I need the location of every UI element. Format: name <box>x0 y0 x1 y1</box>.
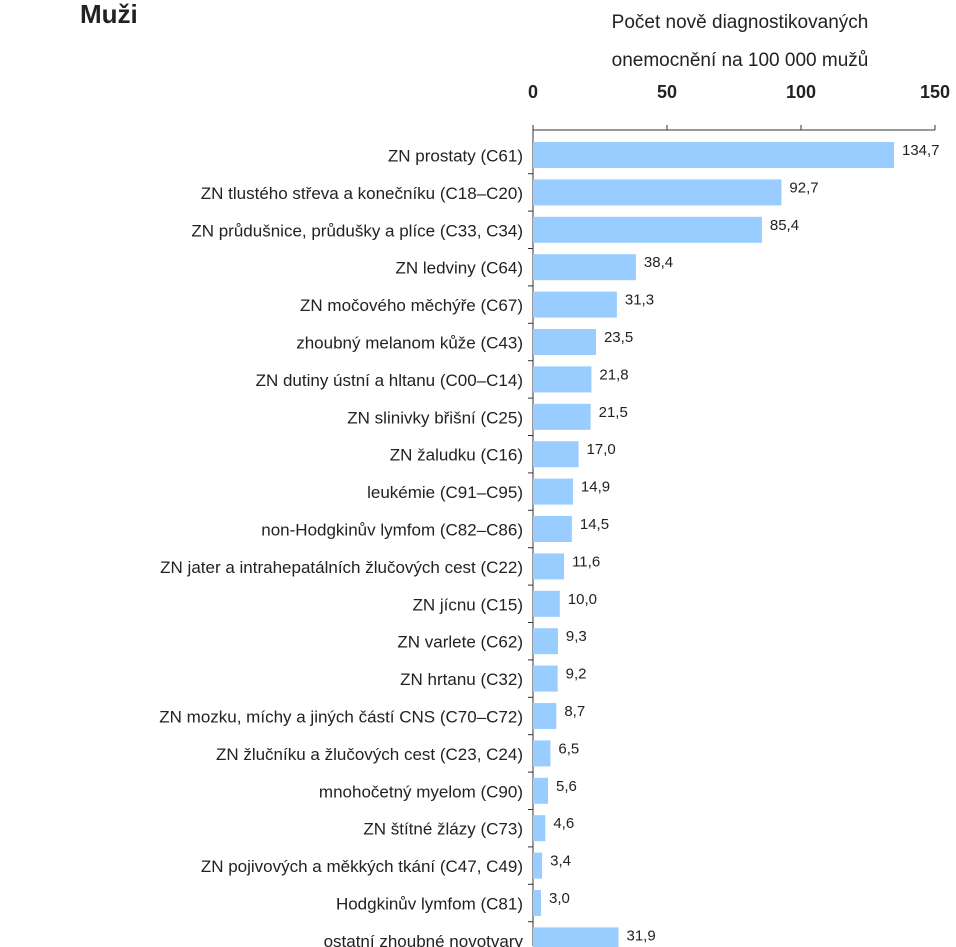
category-label: ZN jater a intrahepatálních žlučových ce… <box>160 558 523 577</box>
bar <box>533 590 560 617</box>
value-label: 10,0 <box>568 591 597 608</box>
category-label: ZN tlustého střeva a konečníku (C18–C20) <box>201 184 523 203</box>
value-label: 6,5 <box>558 740 579 757</box>
x-tick-label: 50 <box>657 82 677 102</box>
value-label: 3,0 <box>549 890 570 907</box>
value-label: 31,3 <box>625 292 654 309</box>
bar <box>533 403 591 430</box>
value-label: 5,6 <box>556 778 577 795</box>
category-label: Hodgkinův lymfom (C81) <box>336 894 523 913</box>
category-label: ZN varlete (C62) <box>397 633 523 652</box>
value-label: 4,6 <box>553 815 574 832</box>
category-label: ZN mozku, míchy a jiných částí CNS (C70–… <box>159 707 523 726</box>
category-label: ZN ledviny (C64) <box>395 259 523 278</box>
x-tick-label: 100 <box>786 82 816 102</box>
x-tick-label: 0 <box>528 82 538 102</box>
value-label: 17,0 <box>587 441 616 458</box>
category-label: mnohočetný myelom (C90) <box>319 782 523 801</box>
bar <box>533 179 782 206</box>
chart-title: Muži <box>80 0 138 29</box>
value-label: 14,5 <box>580 516 609 533</box>
category-label: ZN slinivky břišní (C25) <box>347 408 523 427</box>
value-label: 9,3 <box>566 628 587 645</box>
bar <box>533 366 592 393</box>
x-tick-label: 150 <box>920 82 950 102</box>
bar <box>533 927 619 947</box>
value-label: 23,5 <box>604 329 633 346</box>
category-label: ZN průdušnice, průdušky a plíce (C33, C3… <box>191 221 523 240</box>
bar <box>533 740 551 767</box>
value-label: 8,7 <box>564 703 585 720</box>
bar <box>533 815 546 842</box>
value-label: 85,4 <box>770 217 799 234</box>
bar <box>533 291 617 318</box>
value-label: 3,4 <box>550 853 571 870</box>
value-label: 11,6 <box>572 553 600 570</box>
category-label: ZN žaludku (C16) <box>390 446 523 465</box>
bar <box>533 254 636 281</box>
bar <box>533 777 549 804</box>
axis-title: Počet nově diagnostikovaných <box>612 12 869 33</box>
value-label: 134,7 <box>902 142 940 159</box>
category-label: ZN močového měchýře (C67) <box>300 296 523 315</box>
bar <box>533 890 542 916</box>
category-label: ZN pojivových a měkkých tkání (C47, C49) <box>201 857 523 876</box>
category-label: ZN žlučníku a žlučových cest (C23, C24) <box>216 745 523 764</box>
value-label: 9,2 <box>566 666 587 683</box>
bar <box>533 441 579 468</box>
axis-title: onemocnění na 100 000 mužů <box>612 50 869 71</box>
category-label: ZN dutiny ústní a hltanu (C00–C14) <box>256 371 523 390</box>
value-label: 92,7 <box>789 179 818 196</box>
category-label: ZN štítné žlázy (C73) <box>363 820 523 839</box>
bar <box>533 329 596 355</box>
category-label: ZN jícnu (C15) <box>412 595 523 614</box>
bar <box>533 852 543 879</box>
category-label: ostatní zhoubné novotvary <box>324 932 524 947</box>
bar <box>533 628 558 655</box>
bar <box>533 553 565 580</box>
bar <box>533 516 572 542</box>
bar <box>533 703 557 729</box>
category-label: leukémie (C91–C95) <box>367 483 523 502</box>
bar <box>533 216 762 243</box>
value-label: 14,9 <box>581 479 610 496</box>
category-label: ZN hrtanu (C32) <box>400 670 523 689</box>
value-label: 21,8 <box>599 366 628 383</box>
bar <box>533 665 558 692</box>
category-label: zhoubný melanom kůže (C43) <box>296 333 523 352</box>
value-label: 38,4 <box>644 254 673 271</box>
value-label: 31,9 <box>626 927 655 944</box>
bar <box>533 142 894 168</box>
category-label: non-Hodgkinův lymfom (C82–C86) <box>261 520 523 539</box>
category-label: ZN prostaty (C61) <box>388 146 523 165</box>
bar <box>533 478 573 505</box>
value-label: 21,5 <box>599 404 628 421</box>
